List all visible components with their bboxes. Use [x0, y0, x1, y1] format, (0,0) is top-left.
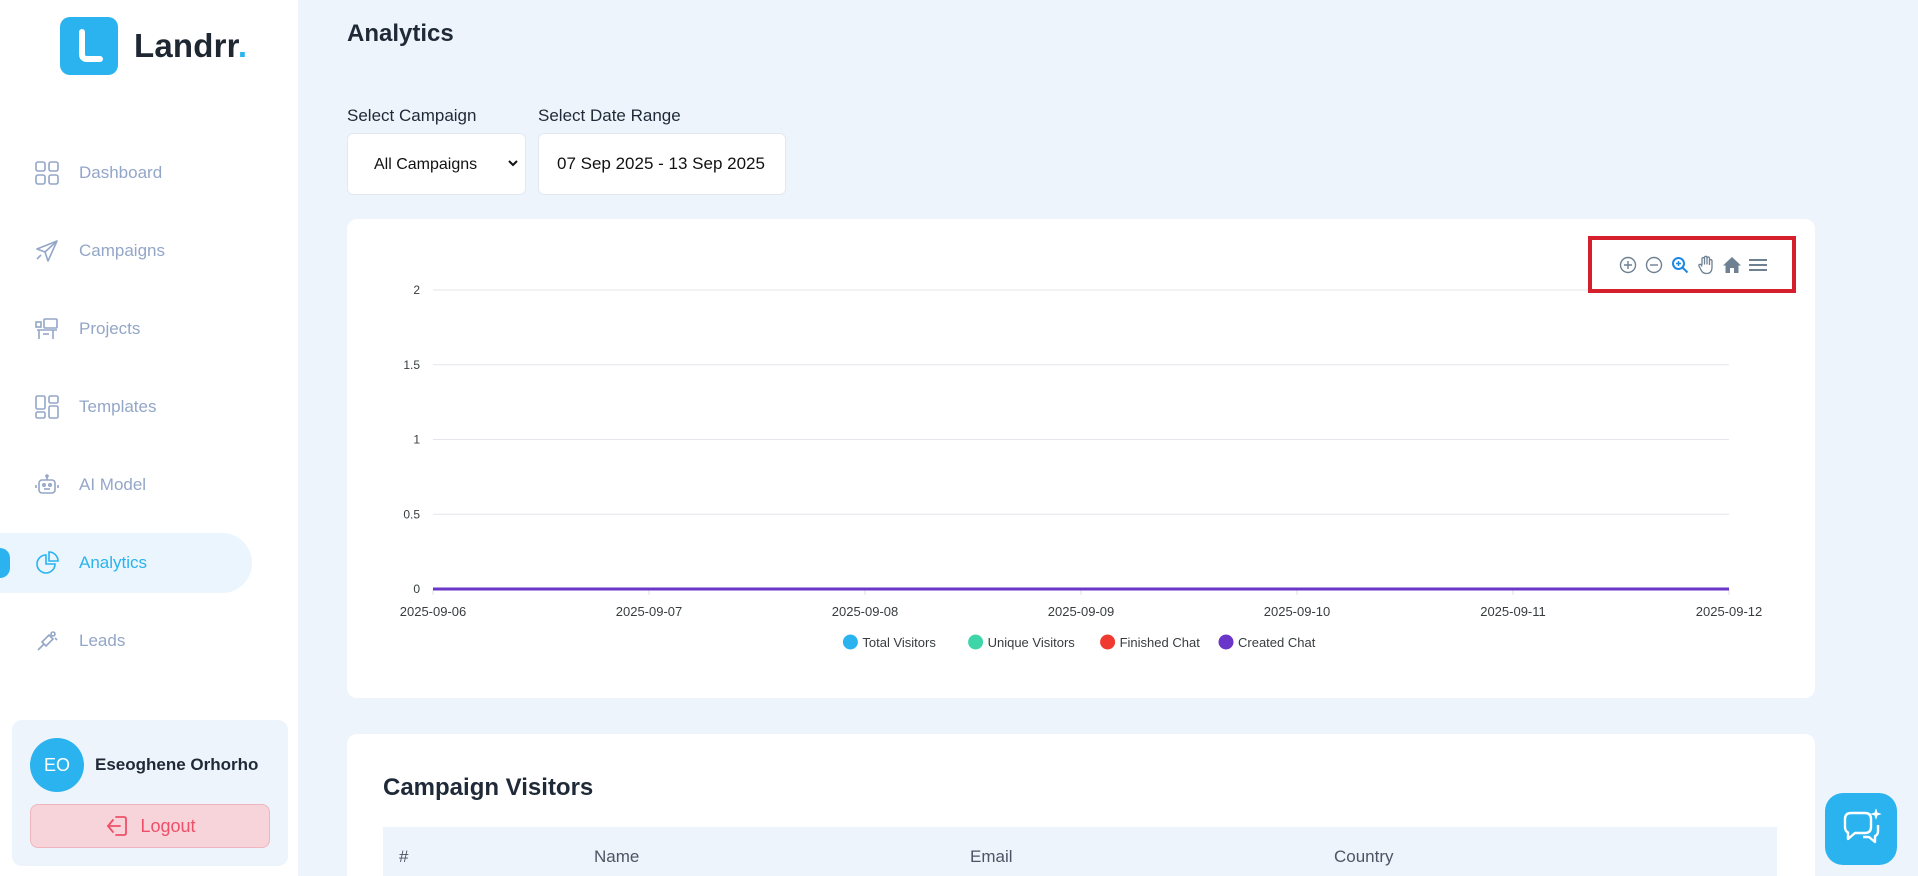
send-icon	[34, 238, 60, 264]
y-tick-label: 1	[413, 433, 420, 447]
logo-mark-icon	[60, 17, 118, 75]
y-tick-label: 2	[413, 283, 420, 297]
x-tick-label: 2025-09-10	[1264, 604, 1331, 619]
y-tick-label: 0.5	[403, 507, 420, 521]
brand-name: Landrr.	[134, 27, 248, 64]
column-header-index[interactable]: #	[399, 847, 409, 866]
analytics-line-chart: 0 0.5 1 1.5 2 2025-09-06 2025-09-07 2025-09-08 2…	[400, 283, 1763, 650]
sidebar-item-campaigns[interactable]: Campaigns	[0, 221, 298, 281]
menu-icon[interactable]	[1748, 255, 1768, 275]
legend-marker	[1100, 634, 1116, 650]
legend-marker	[1218, 634, 1234, 650]
brand-logo[interactable]: Landrr.	[60, 17, 247, 75]
legend-label: Created Chat	[1238, 635, 1316, 650]
y-tick-label: 0	[413, 582, 420, 596]
date-range-input[interactable]	[538, 133, 786, 195]
date-range-label: Select Date Range	[538, 106, 681, 125]
table-header: # Name Email Country	[383, 827, 1777, 876]
zoom-out-icon[interactable]	[1644, 255, 1664, 275]
sidebar-item-label: Leads	[79, 631, 126, 650]
campaign-visitors-card: Campaign Visitors # Name Email Country	[347, 734, 1815, 876]
leads-icon	[34, 628, 60, 654]
column-header-email[interactable]: Email	[970, 847, 1013, 866]
page-title: Analytics	[347, 20, 454, 47]
legend-label: Total Visitors	[862, 635, 936, 650]
sidebar-item-label: Dashboard	[79, 163, 163, 182]
sidebar-item-leads[interactable]: Leads	[0, 611, 298, 671]
grid-icon	[34, 160, 60, 186]
x-tick-label: 2025-09-07	[616, 604, 683, 619]
templates-icon	[34, 394, 60, 420]
sidebar-item-dashboard[interactable]: Dashboard	[0, 143, 298, 203]
sidebar-item-templates[interactable]: Templates	[0, 377, 298, 437]
robot-icon	[34, 472, 60, 498]
column-header-country[interactable]: Country	[1334, 847, 1394, 866]
user-name: Eseoghene Orhorho	[95, 755, 259, 774]
x-tick-label: 2025-09-09	[1048, 604, 1115, 619]
logout-icon	[104, 815, 128, 837]
sidebar-item-label: AI Model	[79, 475, 147, 494]
sidebar-item-label: Campaigns	[79, 241, 165, 260]
section-title: Campaign Visitors	[383, 774, 594, 801]
reset-home-icon[interactable]	[1722, 255, 1742, 275]
campaign-select-label: Select Campaign	[347, 106, 477, 125]
legend-label: Unique Visitors	[988, 635, 1076, 650]
sidebar-item-label: Templates	[79, 397, 157, 416]
x-tick-label: 2025-09-08	[832, 604, 899, 619]
pie-chart-icon	[34, 550, 60, 576]
legend-marker	[842, 634, 858, 650]
zoom-in-icon[interactable]	[1618, 255, 1638, 275]
legend-marker	[968, 634, 984, 650]
chat-bubble-icon	[1839, 807, 1883, 852]
sidebar-item-projects[interactable]: Projects	[0, 299, 298, 359]
x-tick-label: 2025-09-11	[1480, 604, 1546, 619]
x-tick-label: 2025-09-06	[400, 604, 467, 619]
sidebar-item-ai-model[interactable]: AI Model	[0, 455, 298, 515]
support-chat-button[interactable]	[1825, 793, 1897, 865]
legend-label: Finished Chat	[1120, 635, 1201, 650]
avatar[interactable]: EO	[30, 738, 84, 792]
pan-hand-icon[interactable]	[1696, 255, 1716, 275]
campaign-select[interactable]: All Campaigns	[347, 133, 526, 195]
selection-zoom-icon[interactable]	[1670, 255, 1690, 275]
sidebar-nav: Dashboard Campaigns Projects Templates A…	[0, 143, 298, 689]
logout-label: Logout	[140, 815, 196, 836]
logout-button[interactable]: Logout	[30, 804, 270, 848]
sidebar: Landrr. Dashboard Campaigns Projects Tem…	[0, 0, 298, 876]
sidebar-item-label: Projects	[79, 319, 141, 338]
column-header-name[interactable]: Name	[594, 847, 640, 866]
chart-toolbar	[1588, 236, 1796, 293]
y-tick-label: 1.5	[403, 358, 420, 372]
user-card: EO Eseoghene Orhorho Logout	[12, 720, 288, 866]
projects-icon	[34, 316, 60, 342]
sidebar-item-label: Analytics	[79, 553, 148, 572]
x-tick-label: 2025-09-12	[1696, 604, 1763, 619]
chart-card	[347, 219, 1815, 698]
sidebar-item-analytics[interactable]: Analytics	[0, 533, 252, 593]
